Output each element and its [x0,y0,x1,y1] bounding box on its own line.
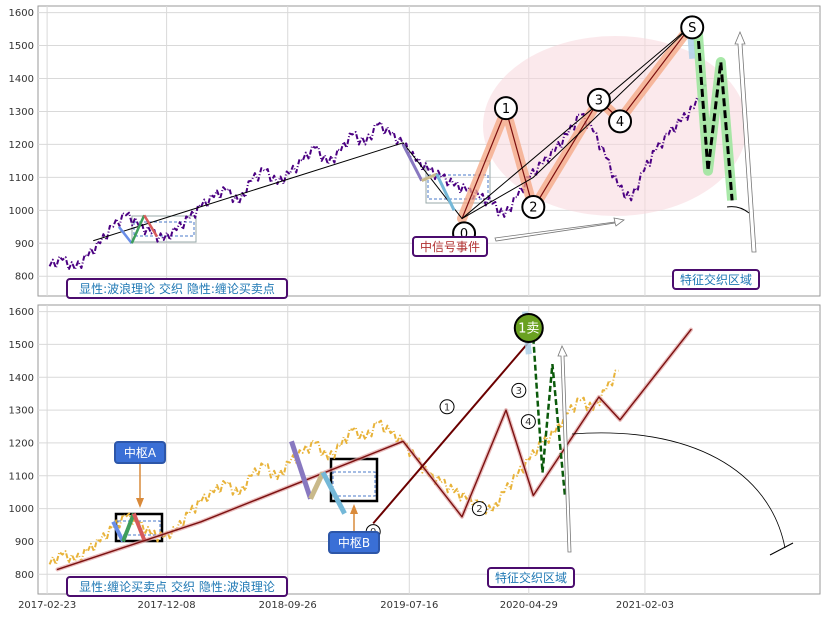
y-tick-label: 1100 [9,173,34,184]
trend-line-bottom [56,328,692,571]
y-tick-label: 1600 [9,307,34,318]
y-tick-label: 800 [15,272,34,283]
pivot-1-label: 1 [502,102,510,117]
pivot-b-4 [520,414,536,430]
signal-arrow [494,217,625,242]
pivot-b-1-label: 1 [444,402,450,413]
sell-point [513,312,544,343]
tail-tick-bottom [769,542,794,556]
arrow-a-head [136,498,144,508]
mid-wave-segment [435,173,456,211]
mid-wave-segment [421,172,438,183]
pivot-4-label: 4 [616,115,624,130]
y-tick-label: 1100 [9,471,34,482]
pivot-a-label: 中枢A [124,445,157,460]
mini-wave-segment [143,214,159,238]
y-tick-label: 1500 [9,340,34,351]
zone-arrow-bottom [557,345,572,553]
pivot-2-label: 2 [529,201,537,216]
pivot-b-2 [471,501,487,517]
signal-event-label-box [412,236,488,257]
pivot-S-label: S [688,21,696,36]
box-b-wave-segment [320,471,347,515]
price-line-bottom [48,369,619,566]
channel-line-bottom [372,328,541,525]
bottom-mode-label-box [66,576,288,597]
pivot-b-1 [439,399,455,415]
bottom-zone-label-box [487,567,575,588]
y-tick-label: 900 [15,537,34,548]
x-tick-label: 2019-07-16 [380,600,438,611]
pivot-a-label-box [114,441,166,464]
mid-wave-segment [401,143,424,182]
price-line [48,84,707,271]
y-tick-label: 1400 [9,74,34,85]
pivot-b-4-label: 4 [525,417,531,428]
arrow-b-head [350,504,358,514]
y-tick-label: 1200 [9,438,34,449]
pivot-2 [521,195,546,220]
pivot-box-b-inner [332,471,376,497]
x-tick-label: 2018-09-26 [259,600,317,611]
y-tick-label: 1300 [9,107,34,118]
bottom-mode-label: 显性:缠论买卖点 交织 隐性:波浪理论 [79,579,275,594]
channel-line [461,25,692,219]
mini-wave-segment [117,226,133,245]
y-tick-label: 1400 [9,373,34,384]
y-tick-label: 800 [15,570,34,581]
y-tick-label: 900 [15,239,34,250]
top-panel: 800 900 1000 1100 1200 1300 1400 1500 1600 1 2 34 0 S… [9,5,821,299]
pivot-b-3-label: 3 [516,386,522,397]
sell-point-label: 1卖 [518,322,539,337]
bottom-panel: 800 900 1000 1100 1200 1300 1400 1500 1600 2017-0… [9,304,821,611]
box-b-wave-segment [289,440,313,500]
pivot-b-label-box [328,531,380,554]
pivot-b-label: 中枢B [338,535,370,550]
trend-line [93,25,692,242]
small-box-inner [133,221,195,237]
top-zone-label: 特征交织区域 [680,272,752,287]
plot-area [37,304,821,595]
y-tick-label: 1500 [9,41,34,52]
box-a-wave-segment [121,512,136,543]
y-tick-label: 1300 [9,406,34,417]
pivot-b-2-label: 2 [476,504,482,515]
mini-wave-segment [130,214,146,244]
pivot-b-3 [511,382,527,398]
wave-line [461,25,692,220]
mid-box [425,160,491,204]
bottom-zone-label: 特征交织区域 [495,570,567,585]
box-b-wave-segment [308,471,326,500]
y-tick-label: 1000 [9,206,34,217]
y-tick-label: 1200 [9,140,34,151]
pivot-3-label: 3 [595,94,603,109]
pivot-3 [586,87,611,112]
top-mode-label-box [66,278,288,299]
box-a-wave-segment [111,520,125,543]
x-tick-label: 2020-04-29 [500,600,558,611]
zone-arrow [734,30,757,253]
x-tick-label: 2017-12-08 [138,600,196,611]
box-a-wave-segment [131,512,147,541]
x-tick-label: 2017-02-23 [18,600,76,611]
pivot-0-label: 0 [460,227,468,242]
tail-arc-bottom [571,432,786,549]
y-tick-label: 1000 [9,504,34,515]
pivot-1 [493,96,518,121]
pivot-S [680,15,705,40]
top-mode-label: 显性:波浪理论 交织 隐性:缠论买卖点 [79,281,275,296]
small-box [131,215,197,243]
y-tick-label: 1600 [9,8,34,19]
tail-arc [726,206,750,214]
x-tick-label: 2021-02-03 [616,600,674,611]
mid-box-inner [427,174,489,200]
sell-dashed-bottom [532,337,567,496]
pivot-4 [608,109,633,134]
top-zone-label-box [672,269,760,290]
sell-dashed [696,28,734,201]
signal-event-label: 中信号事件 [420,239,480,254]
